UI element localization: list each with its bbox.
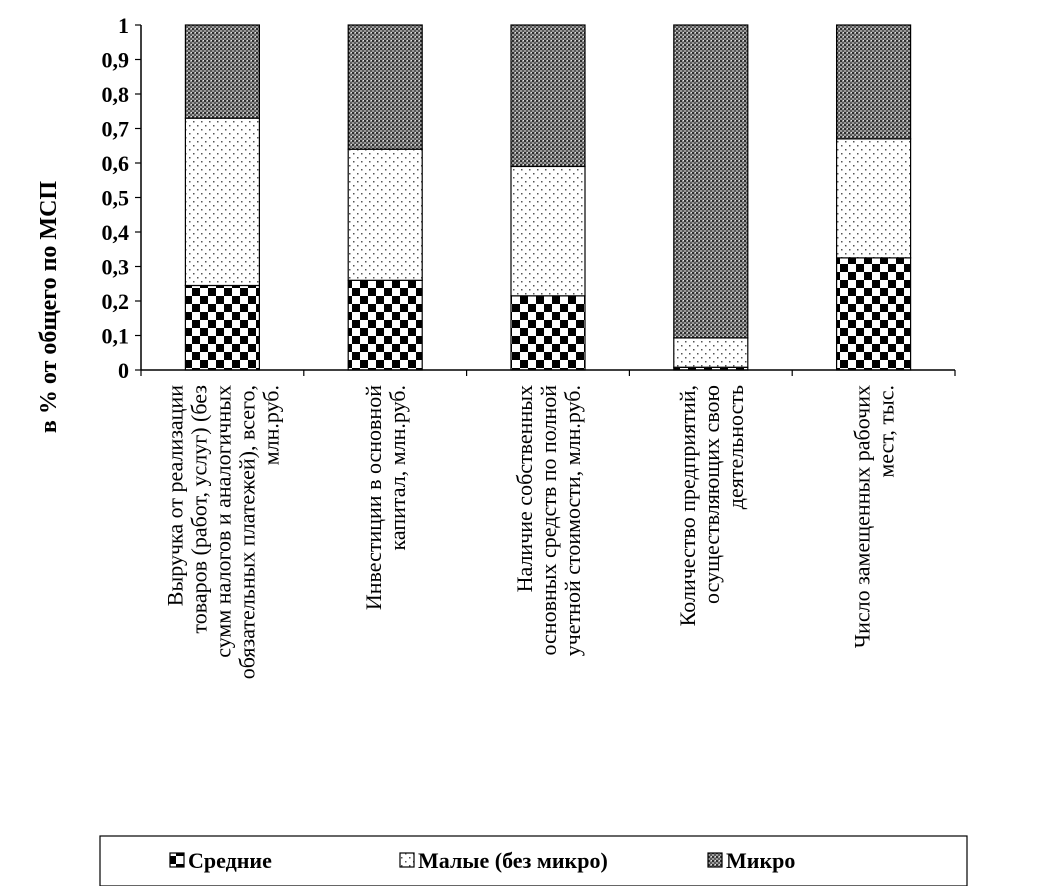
legend-box	[99, 835, 968, 886]
category-label-line: сумм налогов и аналогичных	[210, 385, 235, 658]
category-label-line: Наличие собственных	[512, 385, 537, 592]
category-label: Инвестиции в основной капитал, млн.руб.	[361, 385, 410, 610]
bar-segment-dense	[347, 24, 423, 150]
legend-label: Средние	[188, 848, 272, 873]
legend-swatch-dense	[707, 852, 723, 868]
category-label-line: капитал, млн.руб.	[385, 385, 410, 550]
bar-segment-checker	[184, 284, 260, 371]
y-tick-label: 0,9	[102, 48, 130, 73]
bar-segment-dots	[835, 138, 912, 259]
category-label-line: Количество предприятий,	[675, 385, 700, 626]
legend-label: Микро	[726, 848, 795, 873]
category-labels: Выручка от реализации товаров (работ, усл…	[162, 385, 898, 679]
bar-segment-dense	[673, 24, 749, 339]
category-label-line: учетной стоимости, млн.руб.	[560, 385, 585, 656]
y-tick-label: 0,1	[102, 324, 130, 349]
category-label-line: деятельность	[723, 385, 748, 509]
bar-segment-dots	[673, 337, 749, 368]
legend: Средние Малые (без микро) Микро	[99, 835, 968, 886]
y-axis-label: в % от общего по МСП	[36, 181, 62, 433]
bar-segment-dots	[510, 165, 586, 297]
y-tick-label: 1	[118, 13, 129, 38]
category-label-line: товаров (работ, услуг) (без	[186, 385, 211, 634]
category-label: Количество предприятий, осуществляющих св…	[675, 385, 748, 626]
category-label-line: осуществляющих свою	[699, 385, 724, 604]
y-tick-label: 0	[118, 358, 129, 383]
legend-swatch-checker	[169, 852, 185, 868]
y-axis-ticks: 0 0,1 0,2 0,3 0,4 0,5 0,6 0,7 0,8 0,9 1	[102, 13, 141, 383]
bar-segment-dense	[510, 24, 586, 168]
category-label-line: основных средств по полной	[536, 385, 561, 656]
category-label-line: млн.руб.	[258, 385, 283, 465]
y-tick-label: 0,2	[102, 289, 130, 314]
category-label-line: мест, тыс.	[874, 385, 899, 478]
legend-swatch-dots	[399, 852, 415, 868]
bar-segment-dots	[347, 148, 423, 281]
bar-segment-checker	[347, 279, 423, 371]
category-label-line: Число замещенных рабочих	[850, 385, 875, 648]
bar-segment-dots	[184, 117, 260, 287]
category-label: Число замещенных рабочих мест, тыс.	[850, 385, 899, 648]
axes	[140, 25, 956, 376]
legend-label: Малые (без микро)	[418, 848, 608, 873]
category-label: Выручка от реализации товаров (работ, усл…	[162, 385, 283, 679]
bar-segment-checker	[835, 257, 912, 371]
bar-segment-dense	[184, 24, 260, 119]
y-tick-label: 0,3	[102, 255, 130, 280]
category-label: Наличие собственных основных средств по п…	[512, 385, 585, 656]
category-label-line: Инвестиции в основной	[361, 385, 386, 610]
category-label-line: обязательных платежей), всего,	[234, 385, 259, 679]
y-tick-label: 0,5	[102, 186, 130, 211]
bar-segment-checker	[510, 295, 586, 371]
bar-segment-dense	[835, 24, 912, 140]
category-label-line: Выручка от реализации	[162, 385, 187, 606]
bars	[184, 24, 912, 371]
y-tick-label: 0,8	[102, 82, 130, 107]
y-tick-label: 0,7	[102, 117, 130, 142]
y-tick-label: 0,4	[102, 220, 130, 245]
y-tick-label: 0,6	[102, 151, 130, 176]
